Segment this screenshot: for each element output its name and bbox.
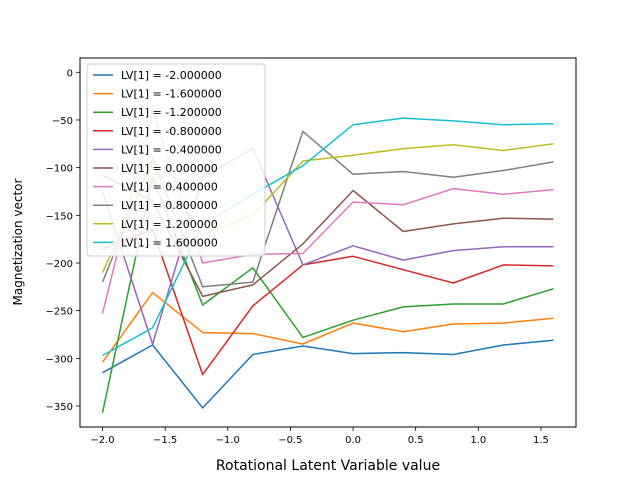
legend-entry: LV[1] = -0.800000 [121, 125, 222, 138]
y-tick-label: −150 [46, 211, 73, 222]
legend-entry: LV[1] = 1.200000 [121, 218, 218, 231]
series-line-4 [101, 147, 554, 345]
x-tick-label: 0.5 [408, 435, 424, 446]
x-axis: −2.0 −1.5 −1.0 −0.5 0.0 0.5 1.0 1.5 [90, 427, 549, 446]
legend-entry: LV[1] = 1.600000 [121, 236, 218, 249]
x-tick-label: −0.5 [278, 435, 302, 446]
y-axis-label: Magnetization vector [11, 179, 25, 306]
y-tick-label: −100 [46, 164, 73, 175]
x-tick-label: 0.0 [345, 435, 361, 446]
series-line-0 [102, 339, 554, 409]
legend-entry: LV[1] = 0.800000 [121, 199, 218, 212]
series-line-1 [101, 291, 554, 363]
legend-entry: LV[1] = 0.400000 [121, 181, 218, 194]
legend: LV[1] = -2.000000 LV[1] = -1.600000 LV[1] … [86, 63, 266, 257]
x-axis-label: Rotational Latent Variable value [216, 458, 440, 474]
x-tick-label: 1.5 [533, 435, 549, 446]
y-tick-label: −350 [46, 402, 73, 413]
x-tick-label: 1.0 [470, 435, 486, 446]
legend-entry: LV[1] = -2.000000 [121, 69, 222, 82]
y-axis: 0 −50 −100 −150 −200 −250 −300 −350 [46, 68, 80, 413]
legend-entry: LV[1] = -1.200000 [121, 106, 222, 119]
x-tick-label: −1.0 [216, 435, 240, 446]
y-tick-label: −250 [46, 307, 73, 318]
x-tick-label: −2.0 [90, 435, 114, 446]
series-line-3 [102, 228, 554, 376]
legend-entry: LV[1] = -1.600000 [121, 88, 222, 101]
y-tick-label: −50 [52, 116, 73, 127]
plot-frame [79, 57, 577, 428]
y-tick-label: −200 [46, 259, 73, 270]
series-line-9 [102, 117, 554, 357]
y-tick-label: −300 [46, 354, 73, 365]
legend-entry: LV[1] = -0.400000 [121, 143, 222, 156]
legend-box [86, 63, 266, 257]
y-tick-label: 0 [67, 68, 73, 79]
legend-entry: LV[1] = 0.000000 [121, 162, 218, 175]
x-tick-label: −1.5 [153, 435, 177, 446]
